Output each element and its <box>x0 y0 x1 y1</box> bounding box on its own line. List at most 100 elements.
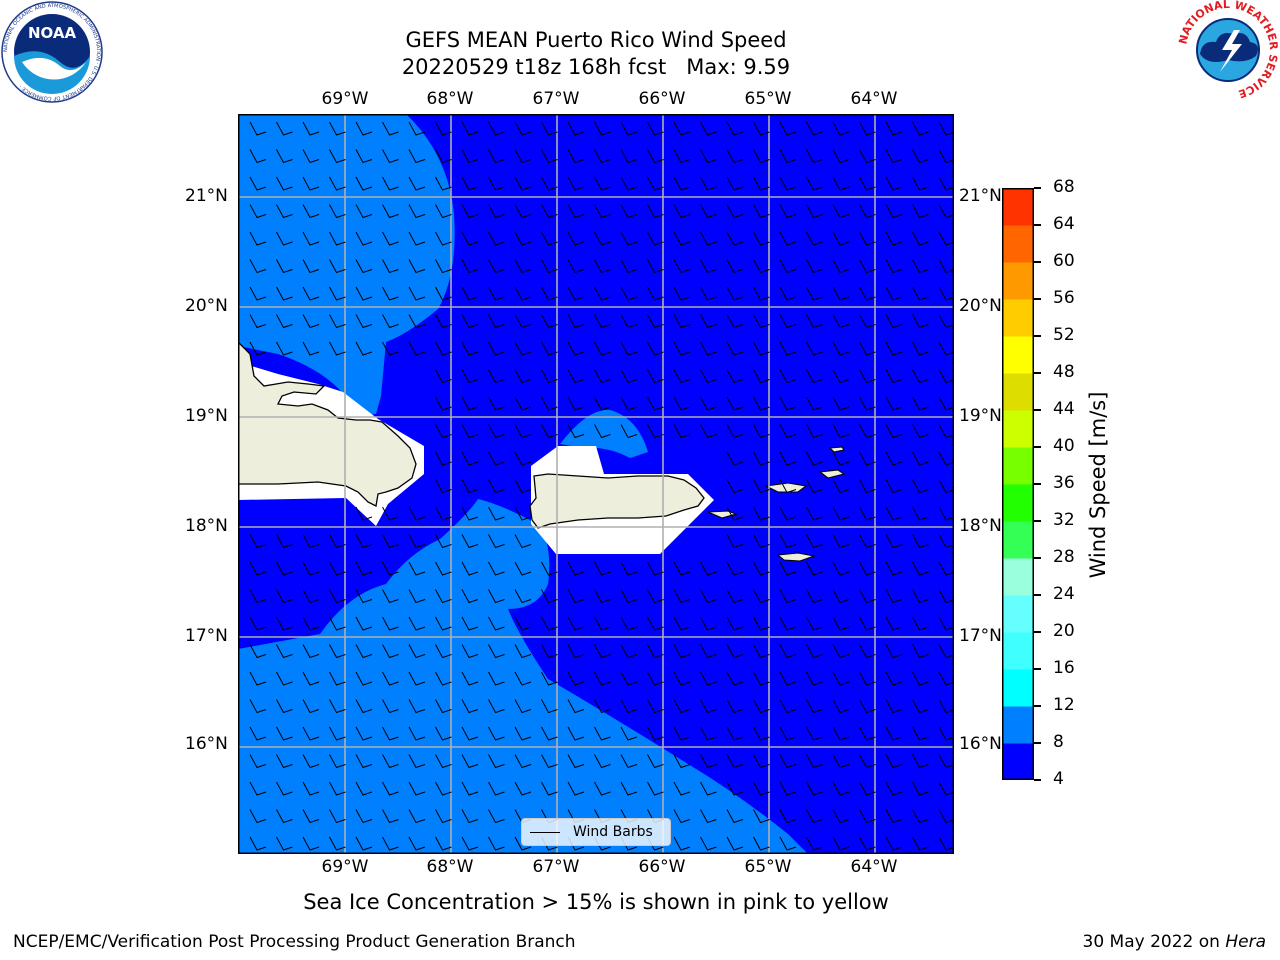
wind-barb <box>514 341 532 356</box>
wind-barb <box>276 561 293 576</box>
wind-barb <box>488 561 505 576</box>
wind-barb <box>514 149 532 164</box>
wind-barb <box>355 534 373 549</box>
wind-barb <box>408 286 426 301</box>
wind-barb <box>647 699 664 714</box>
wind-barb <box>514 726 532 741</box>
wind-barb <box>329 589 346 604</box>
wind-barb <box>938 149 956 164</box>
wind-barb <box>488 754 505 769</box>
wind-barb <box>461 204 479 219</box>
wind-barb <box>779 451 797 466</box>
wind-barb <box>355 341 373 356</box>
wind-barb <box>912 424 929 439</box>
wind-barb <box>806 699 823 714</box>
wind-barb <box>938 726 956 741</box>
colorbar-segment <box>1002 447 1034 485</box>
wind-barb <box>461 259 479 274</box>
wind-barb <box>779 809 797 824</box>
wind-barb <box>329 534 346 549</box>
wind-barb <box>832 176 850 191</box>
wind-barb <box>302 314 320 329</box>
wind-field-8-12-north <box>238 114 455 416</box>
wind-barb <box>567 369 585 384</box>
wind-barb <box>329 561 346 576</box>
wind-barb <box>594 341 611 356</box>
wind-barb <box>567 671 585 686</box>
wind-barb <box>779 259 797 274</box>
wind-barb <box>355 286 373 301</box>
colorbar-tick-mark <box>1034 261 1041 263</box>
wind-barb <box>673 561 691 576</box>
lon-label-bottom-67w: 67°W <box>532 857 580 877</box>
wind-barb <box>726 589 744 604</box>
wind-barb <box>435 726 452 741</box>
lon-label-top-68w: 68°W <box>426 89 474 109</box>
wind-barb <box>806 754 823 769</box>
wind-barb <box>302 781 320 796</box>
wind-barb <box>541 616 558 631</box>
wind-barb <box>673 424 691 439</box>
wind-barb <box>514 286 532 301</box>
wind-barb <box>249 726 267 741</box>
wind-barb <box>620 781 638 796</box>
wind-barb <box>514 534 532 549</box>
colorbar-tick-mark <box>1034 520 1041 522</box>
wind-barb <box>753 479 770 494</box>
wind-barb <box>249 671 267 686</box>
wind-barb <box>408 699 426 714</box>
wind-barb <box>832 451 850 466</box>
colorbar-segment <box>1002 706 1034 744</box>
wind-barb <box>859 616 876 631</box>
wind-barb <box>859 644 876 659</box>
wind-barb <box>885 341 903 356</box>
wind-barb <box>276 534 293 549</box>
wind-barb <box>488 726 505 741</box>
wind-barb <box>726 231 744 246</box>
legend-label: Wind Barbs <box>573 824 653 840</box>
wind-barb <box>461 534 479 549</box>
wind-barb <box>435 534 452 549</box>
graticule <box>238 114 954 854</box>
sea-ice-caption: Sea Ice Concentration > 15% is shown in … <box>303 890 889 914</box>
wind-barb <box>594 286 611 301</box>
wind-barb <box>700 424 717 439</box>
wind-barb <box>726 644 744 659</box>
wind-barb <box>488 396 505 411</box>
wind-barb <box>488 836 505 851</box>
wind-barb <box>594 644 611 659</box>
wind-barb <box>408 671 426 686</box>
wind-barb <box>912 369 929 384</box>
wind-barb <box>832 616 850 631</box>
wind-barb <box>726 699 744 714</box>
wind-barb <box>700 286 717 301</box>
wind-barb <box>329 149 346 164</box>
wind-barb <box>488 699 505 714</box>
wind-barb <box>700 644 717 659</box>
wind-barb <box>700 616 717 631</box>
wind-barb <box>859 341 876 356</box>
wind-barb <box>541 589 558 604</box>
wind-barb <box>700 781 717 796</box>
wind-barb <box>912 286 929 301</box>
lat-label-left-20n: 20°N <box>185 296 228 316</box>
lon-label-bottom-66w: 66°W <box>638 857 686 877</box>
wind-barb <box>435 396 452 411</box>
wind-barb <box>302 754 320 769</box>
wind-barb <box>594 671 611 686</box>
colorbar-tick-label: 40 <box>1053 436 1075 456</box>
wind-barb <box>620 699 638 714</box>
wind-barb <box>408 589 426 604</box>
wind-barb <box>859 836 876 851</box>
wind-barb <box>382 781 399 796</box>
lat-label-right-21n: 21°N <box>959 186 1002 206</box>
wind-barb <box>726 424 744 439</box>
wind-barb <box>779 534 797 549</box>
wind-barb <box>938 424 956 439</box>
lon-label-top-66w: 66°W <box>638 89 686 109</box>
wind-barb <box>726 369 744 384</box>
wind-barb <box>647 314 664 329</box>
wind-barb <box>355 506 373 521</box>
wind-barb <box>302 286 320 301</box>
wind-barb <box>249 121 267 136</box>
